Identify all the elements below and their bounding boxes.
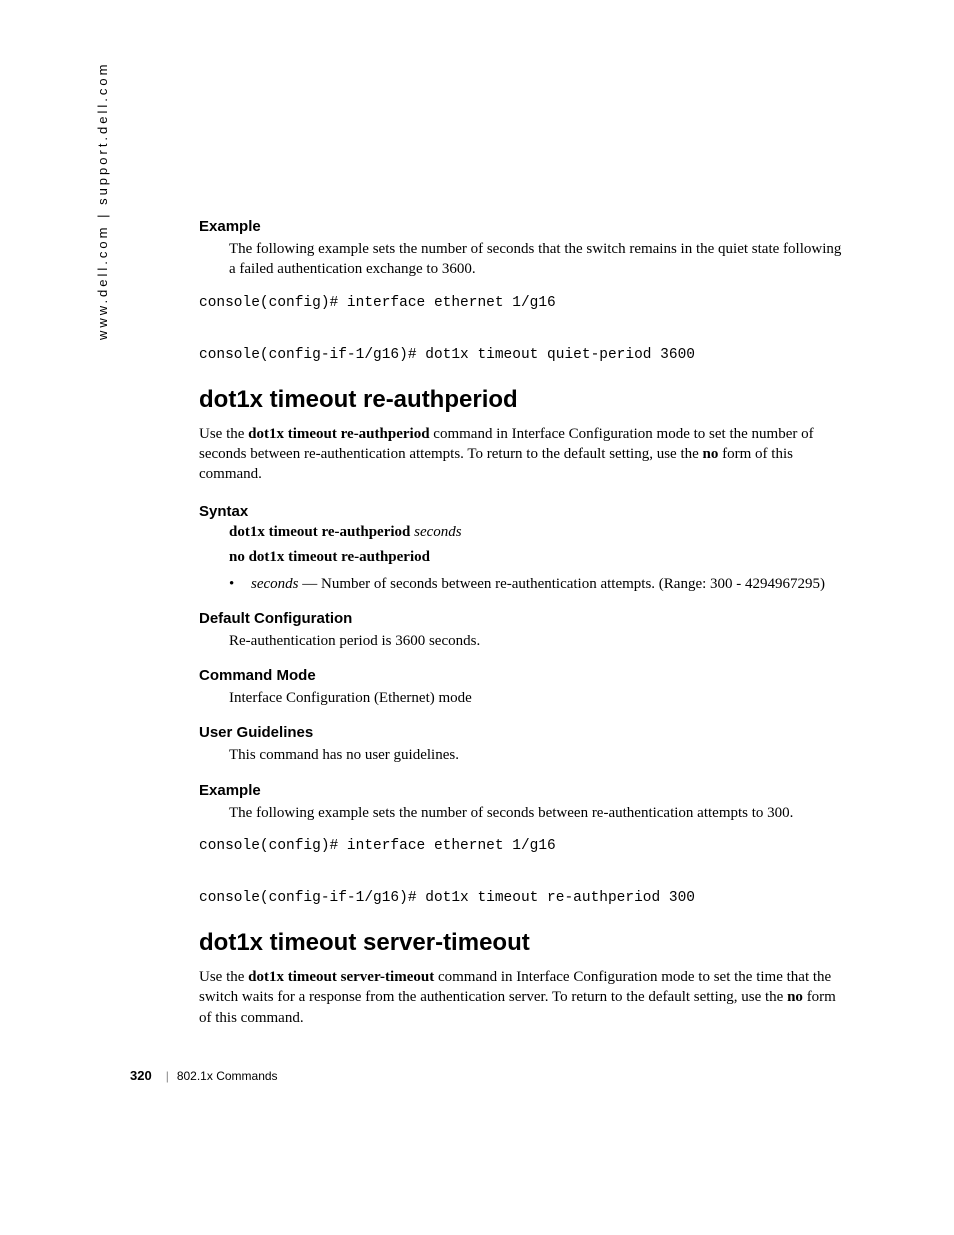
cmd1-intro-bold: dot1x timeout re-authperiod — [248, 426, 429, 442]
mode-heading: Command Mode — [199, 667, 849, 684]
example1-code: console(config)# interface ethernet 1/g1… — [199, 290, 849, 368]
bullet-content: seconds — Number of seconds between re-a… — [251, 574, 825, 594]
example2-code: console(config)# interface ethernet 1/g1… — [199, 833, 849, 911]
cmd1-intro-pre: Use the — [199, 426, 248, 442]
bullet-italic: seconds — [251, 576, 299, 592]
cmd2-intro-bold2: no — [787, 989, 803, 1005]
page-number: 320 — [130, 1068, 152, 1083]
cmd2-intro: Use the dot1x timeout server-timeout com… — [199, 967, 849, 1028]
cmd2-intro-pre: Use the — [199, 969, 248, 985]
bullet-icon: • — [229, 574, 251, 594]
cmd1-intro: Use the dot1x timeout re-authperiod comm… — [199, 424, 849, 485]
bullet-text: — Number of seconds between re-authentic… — [299, 576, 826, 592]
cmd2-title: dot1x timeout server-timeout — [199, 929, 849, 957]
example2-heading: Example — [199, 782, 849, 799]
syntax-bullet: • seconds — Number of seconds between re… — [229, 574, 849, 594]
syntax-line1-italic: seconds — [410, 524, 461, 540]
side-url-text: www.dell.com | support.dell.com — [95, 62, 110, 340]
default-heading: Default Configuration — [199, 610, 849, 627]
page-footer: 320 | 802.1x Commands — [130, 1068, 278, 1083]
cmd2-intro-bold: dot1x timeout server-timeout — [248, 969, 434, 985]
guidelines-body: This command has no user guidelines. — [229, 745, 849, 765]
syntax-line2-bold: no dot1x timeout re-authperiod — [229, 549, 430, 565]
footer-section: 802.1x Commands — [177, 1069, 278, 1083]
syntax-line-1: dot1x timeout re-authperiod seconds — [229, 524, 849, 541]
footer-separator: | — [166, 1069, 169, 1083]
page-content: Example The following example sets the n… — [199, 218, 849, 1046]
example2-body: The following example sets the number of… — [229, 803, 849, 823]
syntax-heading: Syntax — [199, 503, 849, 520]
default-body: Re-authentication period is 3600 seconds… — [229, 631, 849, 651]
example1-heading: Example — [199, 218, 849, 235]
example1-body: The following example sets the number of… — [229, 239, 849, 280]
mode-body: Interface Configuration (Ethernet) mode — [229, 688, 849, 708]
cmd1-intro-bold2: no — [703, 446, 719, 462]
syntax-line1-bold: dot1x timeout re-authperiod — [229, 524, 410, 540]
cmd1-title: dot1x timeout re-authperiod — [199, 386, 849, 414]
syntax-line-2: no dot1x timeout re-authperiod — [229, 549, 849, 566]
guidelines-heading: User Guidelines — [199, 724, 849, 741]
